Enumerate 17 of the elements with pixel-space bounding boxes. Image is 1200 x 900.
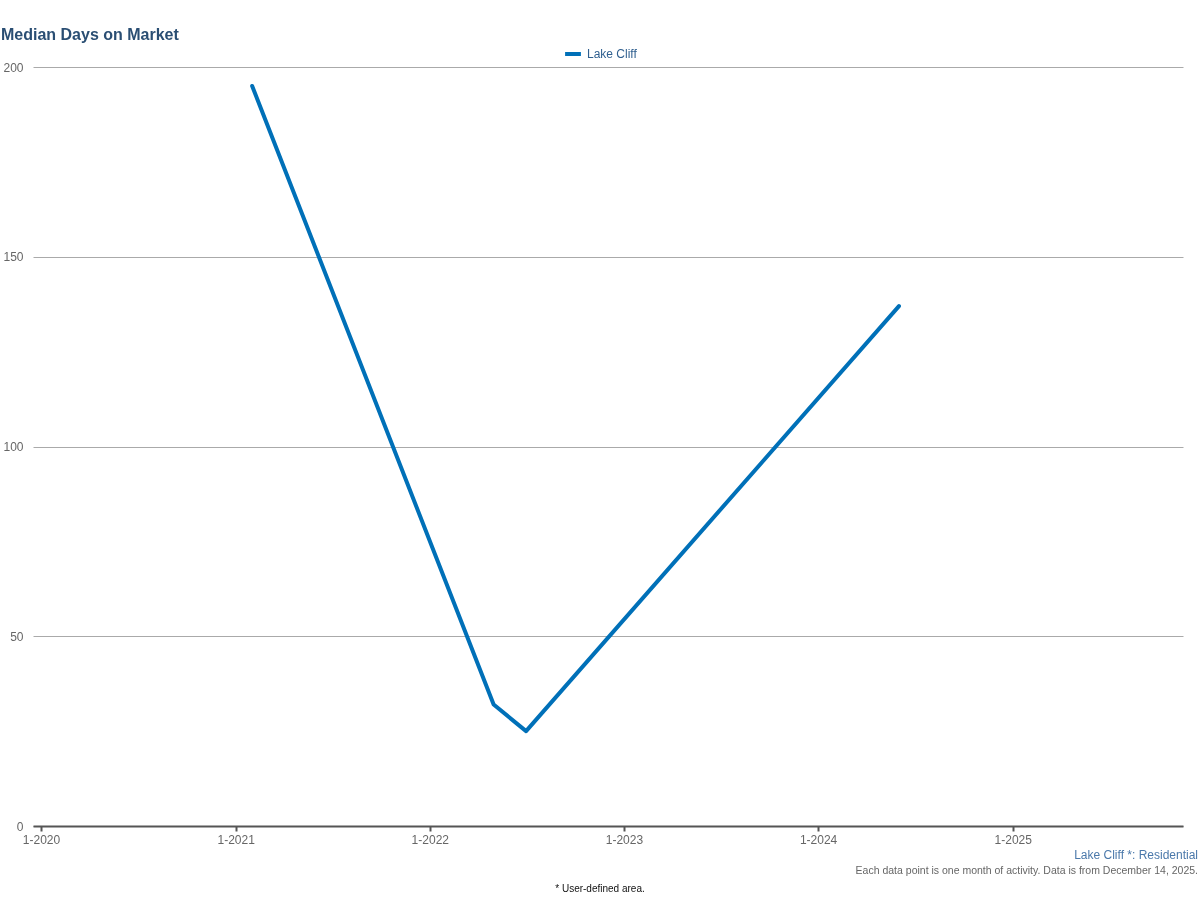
text: Each data point is one month of activity. Data is from December 14, 2025. xyxy=(855,864,1198,876)
chart-title: Median Days on Market xyxy=(1,26,180,43)
y-tick-label: 50 xyxy=(10,629,24,644)
x-tick-label: 1-2022 xyxy=(411,832,450,847)
y-tick-label: 150 xyxy=(3,250,24,265)
y-tick-label: 100 xyxy=(3,440,24,454)
x-tick-label: 1-2024 xyxy=(799,832,838,847)
text: Lake Cliff *: Residential xyxy=(1074,848,1198,862)
x-tick-label: 1-2023 xyxy=(605,832,644,847)
x-tick-label: 1-2025 xyxy=(994,832,1033,847)
legend-label: Lake Cliff xyxy=(587,47,638,61)
x-tick-label: 1-2020 xyxy=(22,832,61,847)
text: * User-defined area. xyxy=(555,883,645,894)
y-tick-label: 0 xyxy=(16,819,24,834)
x-tick-label: 1-2021 xyxy=(217,832,256,847)
line-series xyxy=(250,83,901,734)
y-tick-label: 200 xyxy=(3,60,24,75)
